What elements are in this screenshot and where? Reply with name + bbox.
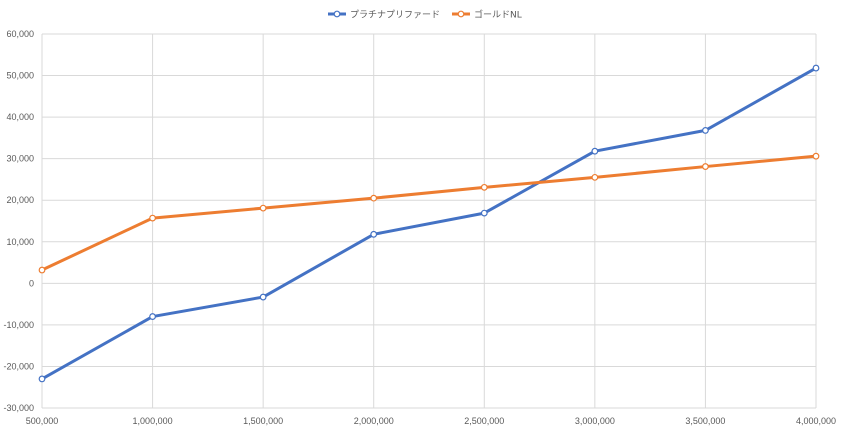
- series-2: [38, 152, 820, 274]
- series-line: [40, 154, 818, 272]
- x-tick-label: 3,500,000: [685, 416, 725, 426]
- legend: プラチナプリファード ゴールドNL: [328, 9, 522, 21]
- data-point: [702, 127, 709, 134]
- legend-item: プラチナプリファード: [328, 10, 440, 21]
- y-tick-label: 0: [29, 278, 34, 288]
- data-point: [38, 375, 46, 383]
- x-tick-label: 2,000,000: [354, 416, 394, 426]
- y-tick-label: 30,000: [6, 154, 34, 164]
- data-point: [480, 209, 488, 217]
- data-point: [591, 147, 599, 155]
- y-tick-label: 60,000: [6, 29, 34, 39]
- series-line: [40, 66, 818, 381]
- legend-label: ゴールドNL: [474, 9, 522, 21]
- data-point: [702, 163, 709, 170]
- data-point: [480, 183, 488, 191]
- series-lines: [38, 64, 820, 383]
- data-point: [370, 230, 378, 238]
- data-point: [370, 194, 378, 202]
- y-tick-label: 20,000: [6, 195, 34, 205]
- data-point: [591, 173, 599, 181]
- y-tick-label: -30,000: [3, 403, 34, 413]
- y-tick-label: -10,000: [3, 320, 34, 330]
- y-axis-ticks: 60,000 50,000 40,000 30,000 20,000 10,000 0 -10…: [3, 29, 34, 413]
- legend-label: プラチナプリファード: [350, 10, 440, 21]
- data-point: [149, 313, 156, 320]
- data-point: [812, 152, 820, 160]
- x-tick-label: 4,000,000: [796, 416, 836, 426]
- data-point: [259, 204, 267, 212]
- data-point: [38, 266, 46, 274]
- y-tick-label: 50,000: [6, 71, 34, 81]
- x-tick-label: 2,500,000: [464, 416, 504, 426]
- series-1: [38, 64, 820, 383]
- legend-marker: [333, 10, 341, 18]
- x-axis-ticks: 500,000 1,000,000 1,500,000 2,000,000 2,500,…: [26, 416, 836, 426]
- gridlines: [41, 33, 817, 409]
- x-tick-label: 1,000,000: [133, 416, 173, 426]
- data-point: [149, 214, 156, 222]
- data-point: [812, 64, 820, 72]
- y-tick-label: 40,000: [6, 112, 34, 122]
- y-tick-label: 10,000: [6, 237, 34, 247]
- legend-marker: [457, 10, 465, 18]
- legend-item: ゴールドNL: [452, 9, 522, 21]
- data-point: [259, 293, 267, 301]
- x-tick-label: 3,000,000: [575, 416, 615, 426]
- x-tick-label: 500,000: [26, 416, 59, 426]
- x-tick-label: 1,500,000: [243, 416, 283, 426]
- y-tick-label: -20,000: [3, 361, 34, 371]
